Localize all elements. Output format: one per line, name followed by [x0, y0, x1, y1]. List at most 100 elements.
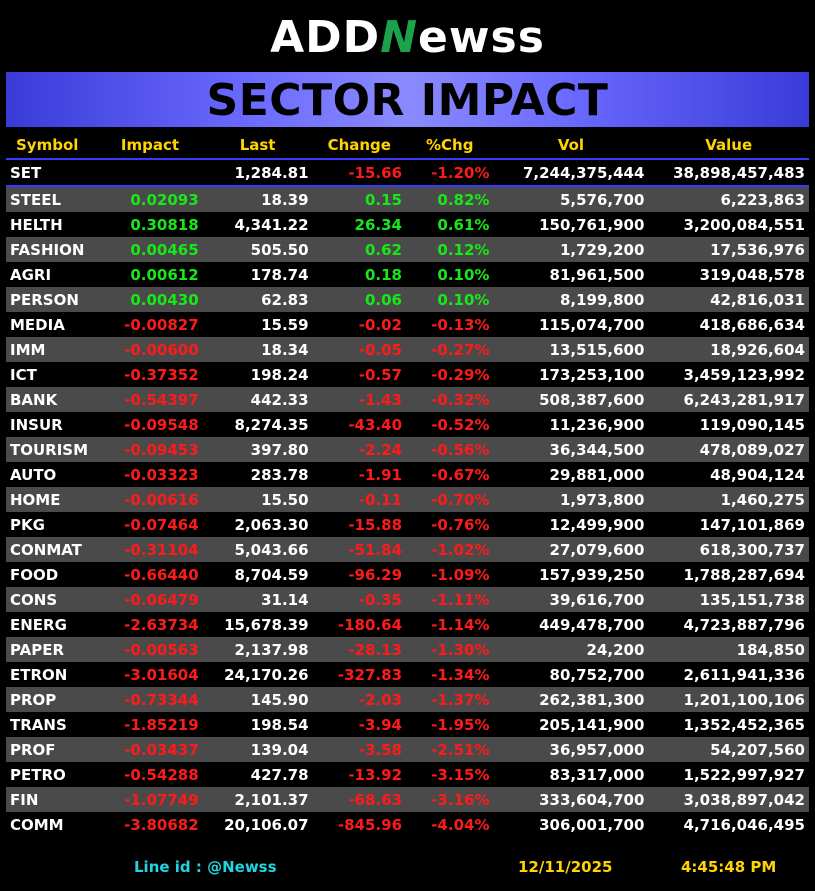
row-volume: 157,939,250 [539, 565, 645, 584]
row-impact: -3.01604 [124, 665, 199, 684]
row-pct-change: -0.56% [431, 440, 490, 459]
row-pct-change: -1.95% [431, 715, 490, 734]
row-value: 4,723,887,796 [683, 615, 805, 634]
row-last: 198.24 [250, 365, 309, 384]
row-last: 505.50 [250, 240, 309, 259]
row-impact: -1.07749 [124, 790, 199, 809]
row-volume: 262,381,300 [539, 690, 645, 709]
row-change: 0.18 [364, 265, 402, 284]
col-volume: Vol [557, 136, 585, 154]
row-symbol: ENERG [10, 615, 67, 634]
footer-date: 12/11/2025 [518, 858, 613, 876]
row-symbol: BANK [10, 390, 58, 409]
row-volume: 115,074,700 [539, 315, 645, 334]
row-change: -3.94 [358, 715, 402, 734]
row-value: 119,090,145 [699, 415, 805, 434]
row-pct-change: 0.10% [437, 290, 490, 309]
table-row: PAPER -0.00563 2,137.98 -28.13 -1.30% 24,200 1… [6, 637, 809, 662]
row-volume: 81,961,500 [549, 265, 645, 284]
row-volume: 80,752,700 [549, 665, 645, 684]
row-symbol: PKG [10, 515, 45, 534]
row-pct-change: -1.34% [431, 665, 490, 684]
row-pct-change: -0.76% [431, 515, 490, 534]
row-symbol: IMM [10, 340, 46, 359]
row-last: 8,274.35 [234, 415, 309, 434]
row-last: 15.59 [261, 315, 309, 334]
row-last: 139.04 [250, 740, 309, 759]
row-volume: 449,478,700 [539, 615, 645, 634]
row-change: -2.03 [358, 690, 402, 709]
index-row: SET 1,284.81 -15.66 -1.20% 7,244,375,444… [6, 160, 809, 186]
row-value: 135,151,738 [699, 590, 805, 609]
row-symbol: AGRI [10, 265, 52, 284]
row-pct-change: 0.12% [437, 240, 490, 259]
row-change: -0.02 [358, 315, 402, 334]
row-value: 2,611,941,336 [683, 665, 805, 684]
row-value: 1,352,452,365 [683, 715, 805, 734]
row-change: -0.57 [358, 365, 402, 384]
table-row: PETRO -0.54288 427.78 -13.92 -3.15% 83,317,00… [6, 762, 809, 787]
col-pct-change: %Chg [426, 136, 474, 154]
table-row: PROP -0.73344 145.90 -2.03 -1.37% 262,381,300… [6, 687, 809, 712]
row-value: 4,716,046,495 [683, 815, 805, 834]
brand-part-1: ADD [270, 12, 381, 63]
row-volume: 83,317,000 [549, 765, 645, 784]
row-symbol: AUTO [10, 465, 57, 484]
row-pct-change: -1.11% [431, 590, 490, 609]
row-pct-change: -0.67% [431, 465, 490, 484]
table-row: MEDIA -0.00827 15.59 -0.02 -0.13% 115,074,700… [6, 312, 809, 337]
row-impact: 0.00430 [130, 290, 199, 309]
row-change: -15.88 [348, 515, 402, 534]
row-change: -43.40 [348, 415, 402, 434]
row-change: -0.11 [358, 490, 402, 509]
table-row: AUTO -0.03323 283.78 -1.91 -0.67% 29,881,000 4… [6, 462, 809, 487]
row-volume: 36,957,000 [549, 740, 645, 759]
table-row: COMM -3.80682 20,106.07 -845.96 -4.04% 306,00… [6, 812, 809, 837]
row-pct-change: -1.30% [431, 640, 490, 659]
row-volume: 173,253,100 [539, 365, 645, 384]
row-change: -3.58 [358, 740, 402, 759]
row-value: 1,201,100,106 [683, 690, 805, 709]
row-volume: 13,515,600 [549, 340, 645, 359]
row-last: 427.78 [250, 765, 309, 784]
table-row: FASHION 0.00465 505.50 0.62 0.12% 1,729,200 17… [6, 237, 809, 262]
row-change: -2.24 [358, 440, 402, 459]
row-symbol: CONMAT [10, 540, 82, 559]
row-symbol: TRANS [10, 715, 67, 734]
row-pct-change: -0.13% [431, 315, 490, 334]
row-impact: -0.09453 [124, 440, 199, 459]
index-value: 38,898,457,483 [673, 163, 805, 182]
row-volume: 12,499,900 [549, 515, 645, 534]
row-impact: -0.54288 [124, 765, 199, 784]
row-pct-change: -1.37% [431, 690, 490, 709]
row-volume: 8,199,800 [559, 290, 645, 309]
row-volume: 36,344,500 [549, 440, 645, 459]
table-row: PROF -0.03437 139.04 -3.58 -2.51% 36,957,000 5… [6, 737, 809, 762]
row-last: 4,341.22 [234, 215, 309, 234]
table-row: INSUR -0.09548 8,274.35 -43.40 -0.52% 11,236,… [6, 412, 809, 437]
row-impact: 0.02093 [130, 190, 199, 209]
row-impact: -0.09548 [124, 415, 199, 434]
row-volume: 5,576,700 [559, 190, 645, 209]
row-symbol: MEDIA [10, 315, 65, 334]
row-last: 15.50 [261, 490, 309, 509]
table-header-row: Symbol Impact Last Change %Chg Vol Value [6, 132, 809, 159]
row-pct-change: -2.51% [431, 740, 490, 759]
table-row: HOME -0.00616 15.50 -0.11 -0.70% 1,973,800 1,4… [6, 487, 809, 512]
row-pct-change: -4.04% [431, 815, 490, 834]
row-value: 3,038,897,042 [683, 790, 805, 809]
table-row: CONS -0.06479 31.14 -0.35 -1.11% 39,616,700 13… [6, 587, 809, 612]
row-change: 0.06 [364, 290, 402, 309]
table-row: FIN -1.07749 2,101.37 -68.63 -3.16% 333,604,7… [6, 787, 809, 812]
row-change: -1.91 [358, 465, 402, 484]
row-last: 18.34 [261, 340, 309, 359]
row-pct-change: 0.82% [437, 190, 490, 209]
row-last: 31.14 [261, 590, 309, 609]
row-last: 62.83 [261, 290, 309, 309]
row-volume: 508,387,600 [539, 390, 645, 409]
row-last: 18.39 [261, 190, 309, 209]
col-symbol: Symbol [16, 136, 79, 154]
row-value: 3,200,084,551 [683, 215, 805, 234]
row-impact: -0.73344 [124, 690, 199, 709]
row-change: 26.34 [354, 215, 402, 234]
